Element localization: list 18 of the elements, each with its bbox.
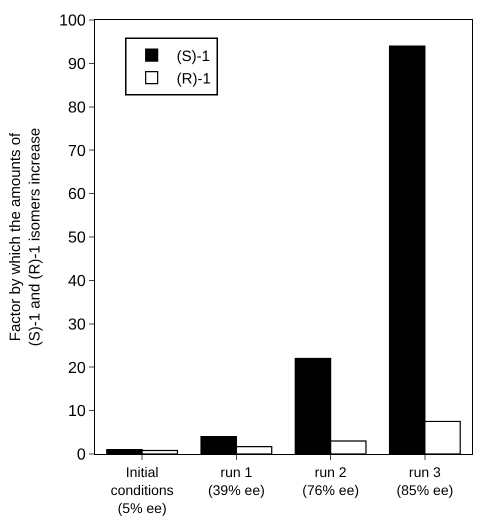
y-tick-label: 40 (68, 273, 86, 290)
x-tick-label: run 3 (85% ee) (396, 464, 454, 498)
y-tick-label: 0 (76, 446, 86, 464)
legend-label: (S)-1 (176, 48, 210, 65)
legend-label: (R)-1 (176, 70, 211, 88)
y-tick-label: 70 (68, 142, 86, 160)
y-tick-label: 30 (68, 316, 86, 334)
x-tick-label: run 1 (39% ee) (208, 464, 265, 498)
y-tick-label: 90 (68, 56, 86, 73)
y-axis-title: Factor by which the amounts of (S)-1 and (R)-1 isomers increase (6, 128, 44, 346)
y-tick-label: 60 (68, 186, 86, 204)
x-tick-label: Initial conditions (5% ee) (110, 464, 174, 516)
y-tick-label: 100 (59, 12, 86, 30)
y-tick-label: 80 (68, 99, 86, 116)
x-tick-label: run 2 (76% ee) (302, 464, 360, 498)
y-tick-label: 10 (68, 403, 86, 420)
y-tick-label: 20 (68, 360, 86, 377)
y-tick-label: 50 (68, 230, 86, 247)
